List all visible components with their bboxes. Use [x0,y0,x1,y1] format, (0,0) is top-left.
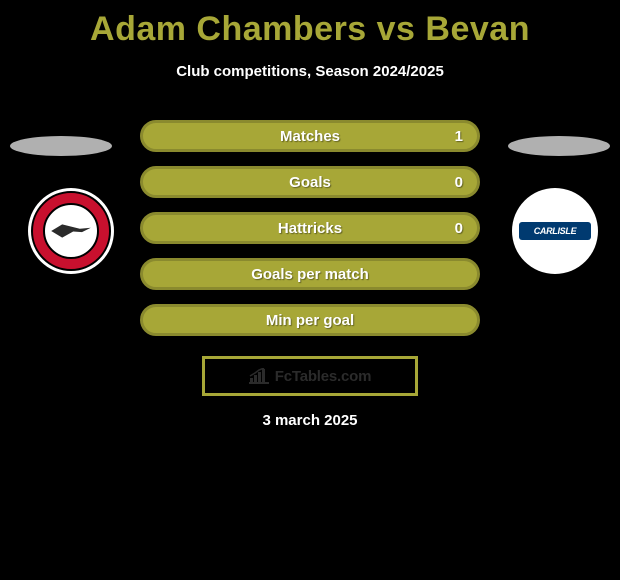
stat-label: Hattricks [278,220,342,237]
stat-label: Goals [289,174,331,191]
stat-row-matches: Matches 1 [140,120,480,152]
brand-label: FcTables.com [275,368,372,385]
title: Adam Chambers vs Bevan [0,10,620,49]
stat-value-right: 1 [455,128,463,145]
chart-icon [249,368,269,384]
brand-box: FcTables.com [202,356,418,396]
subtitle: Club competitions, Season 2024/2025 [0,63,620,80]
stat-label: Min per goal [266,312,354,329]
stat-label: Matches [280,128,340,145]
stat-row-goals: Goals 0 [140,166,480,198]
stat-row-hattricks: Hattricks 0 [140,212,480,244]
stat-label: Goals per match [251,266,369,283]
stat-row-goals-per-match: Goals per match [140,258,480,290]
stats-list: Matches 1 Goals 0 Hattricks 0 Goals per … [140,120,480,336]
stat-value-right: 0 [455,220,463,237]
stats-content: Matches 1 Goals 0 Hattricks 0 Goals per … [0,120,620,429]
stat-value-right: 0 [455,174,463,191]
comparison-card: Adam Chambers vs Bevan Club competitions… [0,10,620,429]
generated-date: 3 march 2025 [0,412,620,429]
stat-row-min-per-goal: Min per goal [140,304,480,336]
